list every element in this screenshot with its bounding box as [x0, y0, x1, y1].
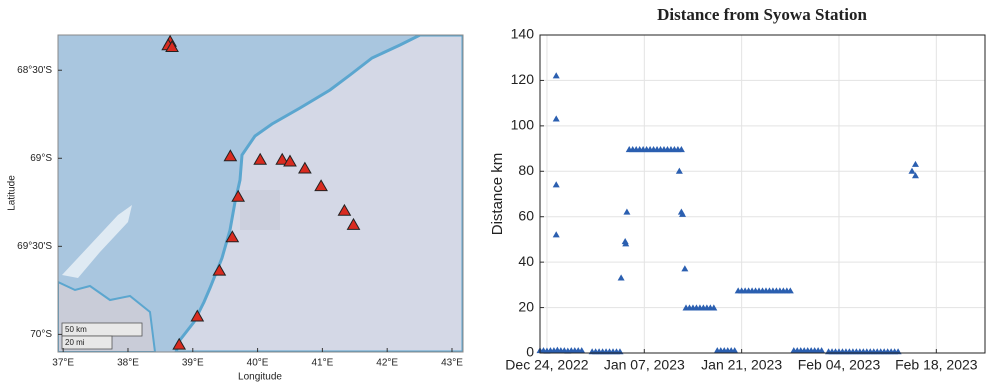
y-tick-label: 69°30'S	[17, 241, 52, 252]
y-tick-label: 140	[511, 26, 535, 42]
x-tick-label: 43°E	[441, 358, 463, 369]
x-tick-label: 42°E	[376, 358, 398, 369]
x-tick-label: 40°E	[247, 358, 269, 369]
scale-label: 20 mi	[65, 338, 85, 347]
plot-area	[540, 35, 985, 353]
x-tick-label: Feb 04, 2023	[798, 357, 881, 373]
x-tick-label: 37°E	[52, 358, 74, 369]
x-tick-label: Feb 18, 2023	[895, 357, 978, 373]
y-tick-label: 20	[518, 298, 534, 314]
y-tick-label: 100	[511, 117, 535, 133]
y-tick-label: 69°S	[30, 153, 52, 164]
x-tick-label: Dec 24, 2022	[505, 357, 588, 373]
y-axis-label: Latitude	[7, 175, 18, 211]
x-tick-label: 41°E	[311, 358, 333, 369]
page: {"chart_data": [ {"type": "scatter", "xl…	[0, 0, 993, 384]
y-axis-label: Distance km	[489, 153, 506, 236]
map-background	[58, 35, 463, 352]
x-tick-label: Jan 21, 2023	[701, 357, 782, 373]
y-tick-label: 68°30'S	[17, 65, 52, 76]
y-tick-label: 60	[518, 207, 534, 223]
x-tick-label: 38°E	[117, 358, 139, 369]
figure: 50 km 20 mi Longitude Latitude Distance …	[0, 0, 993, 384]
shade	[240, 190, 280, 230]
y-tick-label: 80	[518, 162, 534, 178]
x-tick-label: 39°E	[182, 358, 204, 369]
x-tick-label: Jan 07, 2023	[604, 357, 685, 373]
y-tick-label: 120	[511, 71, 535, 87]
scale-label: 50 km	[65, 325, 87, 334]
y-tick-label: 70°S	[30, 329, 52, 340]
x-axis-label: Longitude	[238, 372, 282, 383]
y-tick-label: 40	[518, 253, 534, 269]
chart-title: Distance from Syowa Station	[657, 5, 867, 24]
